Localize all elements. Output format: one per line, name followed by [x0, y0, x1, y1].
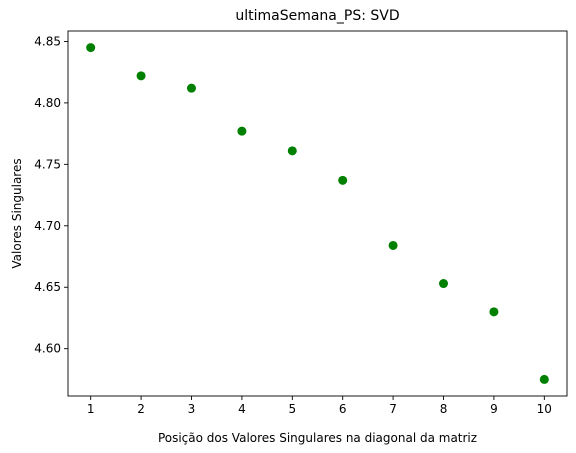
x-tick-label: 2: [137, 402, 145, 416]
scatter-series: [86, 43, 549, 384]
x-axis: 1 2 3 4 5 6 7 8 9 10: [87, 396, 552, 416]
x-tick-label: 3: [188, 402, 196, 416]
x-tick-label: 5: [288, 402, 296, 416]
data-point: [439, 279, 449, 289]
x-tick-label: 4: [238, 402, 246, 416]
data-point: [539, 374, 549, 384]
x-tick-label: 1: [87, 402, 95, 416]
data-point: [388, 240, 398, 250]
data-point: [136, 71, 146, 81]
data-point: [287, 146, 297, 156]
y-tick-label: 4.80: [34, 96, 61, 110]
y-tick-label: 4.75: [34, 157, 61, 171]
y-tick-label: 4.60: [34, 342, 61, 356]
data-point: [237, 126, 247, 136]
data-point: [186, 83, 196, 93]
y-tick-label: 4.65: [34, 280, 61, 294]
y-axis-label: Valores Singulares: [10, 158, 24, 268]
x-tick-label: 8: [440, 402, 448, 416]
x-tick-label: 6: [339, 402, 347, 416]
x-tick-label: 7: [389, 402, 397, 416]
chart-title: ultimaSemana_PS: SVD: [235, 8, 399, 24]
y-tick-label: 4.70: [34, 219, 61, 233]
data-point: [489, 307, 499, 317]
x-axis-label: Posição dos Valores Singulares na diagon…: [158, 431, 477, 445]
y-tick-label: 4.85: [34, 34, 61, 48]
data-point: [86, 43, 96, 53]
x-tick-label: 10: [537, 402, 552, 416]
x-tick-label: 9: [490, 402, 498, 416]
y-axis: 4.60 4.65 4.70 4.75 4.80 4.85: [34, 34, 68, 356]
data-point: [338, 175, 348, 185]
plot-area: [67, 30, 568, 397]
